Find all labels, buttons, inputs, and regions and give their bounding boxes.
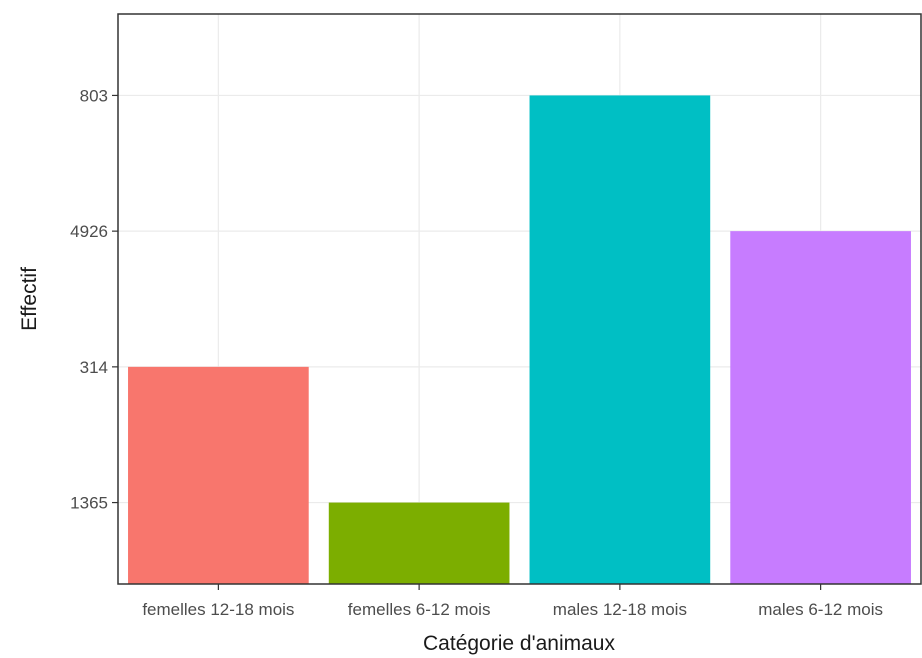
bar [529, 95, 711, 584]
y-tick-label: 314 [80, 358, 108, 377]
bars [128, 95, 911, 584]
x-axis: femelles 12-18 mois femelles 6-12 mois mal… [142, 584, 883, 619]
x-tick-label: femelles 6-12 mois [348, 600, 491, 619]
y-tick-label: 4926 [70, 222, 108, 241]
x-tick-label: males 6-12 mois [758, 600, 883, 619]
bar [328, 502, 510, 584]
y-tick-label: 803 [80, 86, 108, 105]
plot-panel-border [117, 13, 922, 585]
x-tick-label: males 12-18 mois [553, 600, 687, 619]
y-tick-label: 1365 [70, 494, 108, 513]
x-tick-label: femelles 12-18 mois [142, 600, 294, 619]
y-axis: 1365 314 4926 803 [70, 86, 118, 513]
bar [730, 231, 911, 584]
y-axis-title: Effectif [18, 267, 41, 331]
x-axis-title: Catégorie d'animaux [423, 632, 615, 655]
bar [128, 366, 309, 584]
